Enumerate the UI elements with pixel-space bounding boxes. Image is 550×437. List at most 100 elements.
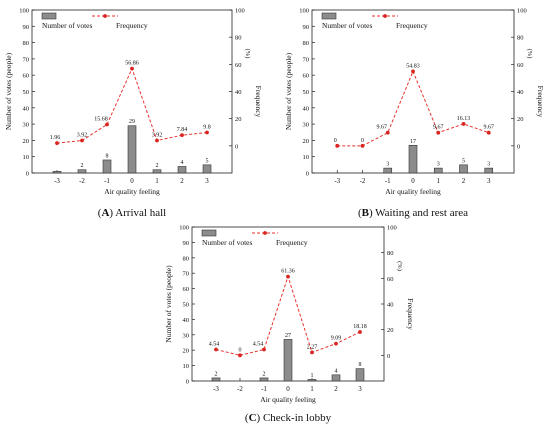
legend-bar-swatch	[321, 12, 337, 20]
bar-value-label: 2	[81, 163, 84, 169]
legend-line-marker	[263, 231, 267, 235]
x-tick-label: 2	[462, 177, 466, 185]
x-axis-title: Air quality feeling	[104, 187, 160, 196]
frequency-point	[385, 130, 390, 135]
x-tick-label: 1	[437, 177, 441, 185]
bar-value-label: 2	[215, 371, 218, 377]
bar	[127, 125, 137, 174]
frequency-line	[337, 70, 489, 147]
y2-tick-label: 80	[517, 35, 524, 42]
y-tick-label: 100	[299, 8, 309, 15]
x-tick-label: -1	[385, 177, 391, 185]
y2-axis-unit: (%)	[396, 261, 403, 271]
y2-axis-unit: (%)	[244, 49, 251, 59]
frequency-value-label: 9.67	[377, 125, 388, 131]
frequency-value-label: 18.18	[353, 324, 367, 330]
bar-value-label: 17	[410, 139, 416, 145]
legend-line-label: Frequency	[116, 21, 148, 30]
frequency-point	[486, 130, 491, 135]
frequency-value-label: 9.8	[203, 125, 211, 131]
x-tick-label: -2	[79, 177, 85, 185]
y-tick-label: 70	[303, 56, 310, 63]
legend-bar-label: Number of votes	[322, 21, 372, 30]
y2-axis-title: Frequency	[536, 86, 545, 118]
bar-value-label: 3	[386, 162, 389, 168]
panel-caption: (B) Waiting and rest area	[358, 207, 468, 219]
y2-tick-label: 100	[235, 8, 245, 15]
y2-tick-label: 0	[517, 143, 520, 150]
legend-bar-swatch	[41, 12, 57, 20]
frequency-point	[360, 143, 365, 148]
bar	[408, 144, 418, 174]
y2-tick-label: 100	[387, 225, 397, 232]
x-tick-label: -3	[54, 177, 60, 185]
frequency-point	[436, 130, 441, 135]
y2-tick-label: 40	[517, 89, 524, 96]
y-tick-label: 20	[183, 348, 190, 355]
frequency-point	[286, 274, 290, 279]
frequency-value-label: 0	[239, 347, 242, 353]
frequency-point	[238, 353, 242, 358]
y2-tick-label: 0	[387, 353, 390, 360]
y-tick-label: 50	[303, 89, 310, 96]
frequency-value-label: 61.36	[281, 269, 295, 275]
x-tick-label: -3	[334, 177, 340, 185]
y-tick-label: 0	[186, 379, 189, 386]
frequency-value-label: 56.86	[125, 61, 139, 67]
frequency-point	[80, 138, 84, 143]
y-tick-label: 100	[179, 225, 189, 232]
y-tick-label: 100	[19, 8, 29, 15]
y-axis-title: Number of votes (people)	[164, 265, 173, 343]
bar-value-label: 27	[285, 333, 291, 339]
frequency-value-label: 3.92	[152, 133, 163, 139]
x-tick-label: 3	[205, 177, 209, 185]
x-axis-title: Air quality feeling	[260, 395, 316, 404]
y-tick-label: 40	[23, 105, 30, 112]
x-tick-label: 3	[487, 177, 491, 185]
y2-axis-unit: (%)	[526, 49, 533, 59]
x-tick-label: -2	[237, 385, 243, 393]
x-tick-label: 0	[286, 385, 290, 393]
y2-tick-label: 60	[235, 62, 242, 69]
frequency-point	[180, 133, 184, 138]
panel-b: 0102030405060708090100020406080100Number…	[284, 8, 545, 220]
x-tick-label: -2	[360, 177, 366, 185]
y-tick-label: 90	[183, 240, 190, 247]
bar	[459, 164, 468, 174]
y-tick-label: 0	[26, 171, 29, 178]
frequency-value-label: 1.96	[50, 135, 61, 141]
bar	[259, 377, 269, 382]
bar	[355, 368, 365, 382]
x-tick-label: -1	[261, 385, 267, 393]
bar-value-label: 1	[311, 373, 314, 379]
y-tick-label: 0	[306, 171, 309, 178]
y-tick-label: 50	[23, 89, 30, 96]
frequency-value-label: 7.84	[177, 127, 188, 133]
frequency-value-label: 3.92	[77, 133, 88, 139]
y2-axis-title: Frequency	[254, 86, 263, 118]
bar-value-label: 5	[206, 158, 209, 164]
y-tick-label: 30	[303, 122, 310, 129]
bar-value-label: 2	[263, 371, 266, 377]
bar	[307, 379, 317, 382]
frequency-value-label: 0	[361, 138, 364, 144]
y2-tick-label: 40	[235, 89, 242, 96]
x-tick-label: 2	[334, 385, 338, 393]
legend-bar-swatch	[201, 229, 217, 237]
frequency-point	[205, 130, 209, 135]
frequency-point	[461, 122, 466, 126]
x-tick-label: 3	[358, 385, 362, 393]
bar	[484, 167, 494, 174]
y2-tick-label: 20	[517, 116, 524, 123]
bar-value-label: 5	[462, 158, 465, 164]
frequency-point	[105, 122, 109, 127]
y2-tick-label: 20	[235, 116, 242, 123]
bar-value-label: 4	[335, 368, 338, 374]
x-tick-label: 1	[155, 177, 159, 185]
panel-c: 0102030405060708090100020406080100Number…	[164, 225, 415, 425]
bar-value-label: 2	[156, 163, 159, 169]
y-tick-label: 60	[303, 73, 310, 80]
x-tick-label: 2	[180, 177, 184, 185]
y-axis-title: Number of votes (people)	[4, 52, 13, 130]
